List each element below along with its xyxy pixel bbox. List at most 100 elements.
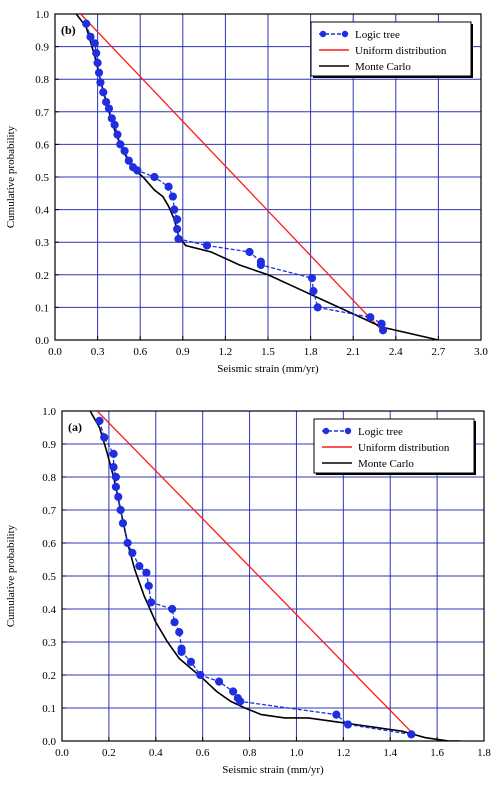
legend-label-logic-tree: Logic tree — [358, 426, 403, 438]
data-point-logic-tree — [128, 548, 137, 558]
legend-marker-logic-tree — [322, 427, 330, 435]
panel-a: 0.0 0.2 0.4 0.6 0.8 1.0 1.2 1.4 1.6 1.8 0.0 0.1 0.2 0… — [5, 406, 491, 776]
legend-label-monte-carlo: Monte Carlo — [358, 458, 414, 470]
x-tick-label: 0.0 — [55, 747, 69, 759]
x-tick-label: 3.0 — [474, 346, 488, 358]
plot-area — [89, 411, 461, 741]
data-point-logic-tree — [111, 472, 121, 482]
data-point-logic-tree — [196, 670, 205, 680]
x-tick-label: 1.2 — [219, 346, 233, 358]
y-tick-label: 0.2 — [42, 670, 56, 682]
x-tick-label: 0.2 — [102, 747, 116, 759]
x-tick-label: 0.6 — [196, 747, 210, 759]
data-point-logic-tree — [118, 519, 128, 528]
y-tick-label: 0.1 — [35, 302, 49, 314]
data-point-logic-tree — [174, 234, 183, 244]
y-tick-label: 0.9 — [42, 439, 56, 451]
data-point-logic-tree — [113, 130, 122, 139]
data-point-logic-tree — [407, 730, 416, 739]
data-point-logic-tree — [109, 449, 118, 458]
data-point-logic-tree — [120, 146, 129, 156]
legend: Logic tree Uniform distribution Monte Carl… — [310, 21, 473, 78]
x-tick-label: 1.0 — [290, 747, 304, 759]
data-point-logic-tree — [95, 416, 104, 425]
data-point-logic-tree — [99, 88, 108, 97]
data-point-logic-tree — [366, 313, 375, 322]
data-point-logic-tree — [114, 492, 123, 501]
x-tick-label: 2.7 — [432, 346, 446, 358]
y-tick-label: 1.0 — [42, 406, 56, 418]
data-point-logic-tree — [313, 303, 322, 312]
x-tick-label: 0.9 — [176, 346, 190, 358]
panel-label: (b) — [61, 23, 76, 37]
y-tick-label: 1.0 — [35, 9, 49, 21]
data-point-logic-tree — [146, 598, 156, 607]
data-point-logic-tree — [111, 482, 121, 491]
y-tick-label: 0.3 — [35, 237, 49, 249]
x-tick-label: 1.2 — [336, 747, 350, 759]
legend-label-monte-carlo: Monte Carlo — [355, 61, 411, 73]
x-tick-label: 0.8 — [243, 747, 257, 759]
legend-label-uniform-distribution: Uniform distribution — [358, 442, 450, 454]
y-tick-label: 0.7 — [42, 505, 56, 517]
data-point-logic-tree — [332, 710, 341, 719]
y-tick-label: 0.1 — [42, 703, 56, 715]
data-point-logic-tree — [133, 166, 142, 175]
data-point-logic-tree — [92, 49, 101, 58]
data-point-logic-tree — [309, 287, 318, 296]
data-point-logic-tree — [173, 215, 182, 224]
data-point-logic-tree — [116, 140, 125, 149]
x-tick-label: 1.4 — [383, 747, 397, 759]
data-point-logic-tree — [82, 19, 91, 28]
data-point-logic-tree — [214, 677, 224, 686]
data-point-logic-tree — [170, 618, 179, 627]
data-point-logic-tree — [116, 505, 125, 515]
data-point-logic-tree — [377, 319, 386, 328]
data-point-logic-tree — [104, 104, 114, 113]
data-point-logic-tree — [90, 39, 99, 48]
x-tick-label: 0.3 — [91, 346, 105, 358]
y-tick-label: 0.6 — [35, 139, 49, 151]
data-point-logic-tree — [236, 697, 245, 706]
data-point-logic-tree — [173, 225, 182, 234]
x-tick-label: 2.4 — [389, 346, 403, 358]
data-point-logic-tree — [150, 172, 159, 182]
series-line-uniform-distribution — [96, 411, 415, 735]
panel-b: 0.0 0.3 0.6 0.9 1.2 1.5 1.8 2.1 2.4 2.7 3.0 0.0 0.1 0… — [5, 9, 488, 375]
data-point-logic-tree — [124, 156, 133, 165]
y-tick-label: 0.0 — [35, 335, 49, 347]
data-point-logic-tree — [229, 687, 238, 696]
y-tick-label: 0.6 — [42, 538, 56, 550]
data-point-logic-tree — [175, 628, 184, 637]
legend-marker-logic-tree — [341, 30, 349, 38]
legend-label-uniform-distribution: Uniform distribution — [355, 45, 447, 57]
panel-label: (a) — [68, 420, 82, 434]
data-point-logic-tree — [100, 433, 109, 442]
legend-marker-logic-tree — [319, 30, 327, 38]
y-tick-label: 0.8 — [35, 74, 49, 86]
x-tick-label: 1.5 — [261, 346, 275, 358]
x-axis-title: Seismic strain (mm/yr) — [222, 764, 324, 776]
x-tick-label: 1.6 — [430, 747, 444, 759]
data-point-logic-tree — [168, 604, 177, 614]
y-tick-label: 0.0 — [42, 736, 56, 748]
x-tick-label: 0.4 — [149, 747, 163, 759]
y-axis-title: Cumulative probability — [5, 524, 17, 627]
y-tick-label: 0.5 — [35, 172, 49, 184]
y-tick-label: 0.8 — [42, 472, 56, 484]
plot-area — [75, 14, 439, 340]
data-point-logic-tree — [256, 260, 265, 270]
data-point-logic-tree — [378, 326, 388, 335]
data-point-logic-tree — [135, 562, 144, 571]
data-point-logic-tree — [343, 720, 353, 729]
data-point-logic-tree — [202, 241, 212, 250]
y-tick-label: 0.5 — [42, 571, 56, 583]
y-tick-label: 0.3 — [42, 637, 56, 649]
y-tick-label: 0.9 — [35, 42, 49, 54]
data-point-logic-tree — [144, 581, 153, 591]
x-tick-label: 0.6 — [133, 346, 147, 358]
y-axis-title: Cumulative probability — [5, 125, 17, 228]
data-point-logic-tree — [94, 68, 104, 77]
